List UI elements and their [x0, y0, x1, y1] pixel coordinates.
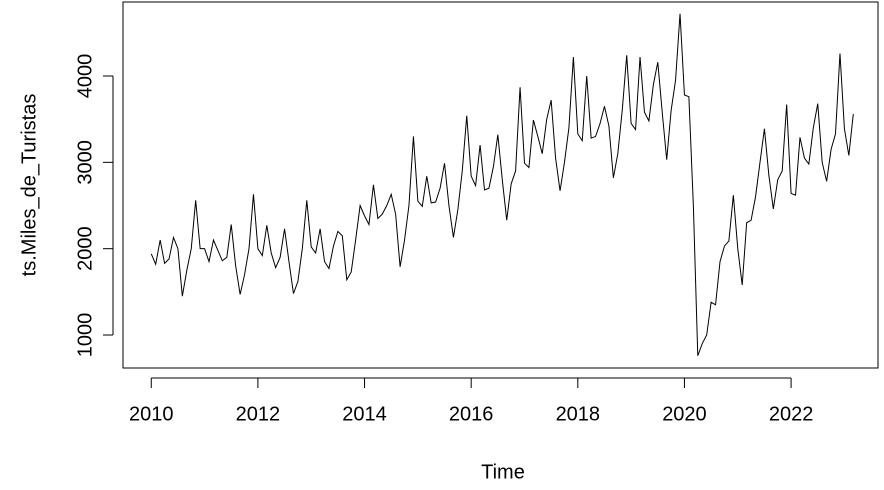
x-tick-label: 2022 [769, 403, 814, 425]
y-tick-label: 1000 [74, 313, 96, 358]
x-tick-label: 2014 [342, 403, 387, 425]
x-tick-label: 2010 [129, 403, 174, 425]
x-tick-label: 2012 [236, 403, 281, 425]
x-tick-label: 2020 [662, 403, 707, 425]
x-tick-label: 2018 [556, 403, 601, 425]
series-line [150, 13, 854, 356]
y-tick-label: 3000 [74, 140, 96, 185]
x-axis-label: Time [481, 461, 525, 483]
x-tick-label: 2016 [449, 403, 494, 425]
plot-frame [122, 1, 879, 369]
y-tick-label: 2000 [74, 226, 96, 271]
axes [103, 75, 792, 388]
y-axis-label: ts.Miles_de_Turistas [18, 94, 40, 277]
y-tick-label: 4000 [74, 54, 96, 99]
